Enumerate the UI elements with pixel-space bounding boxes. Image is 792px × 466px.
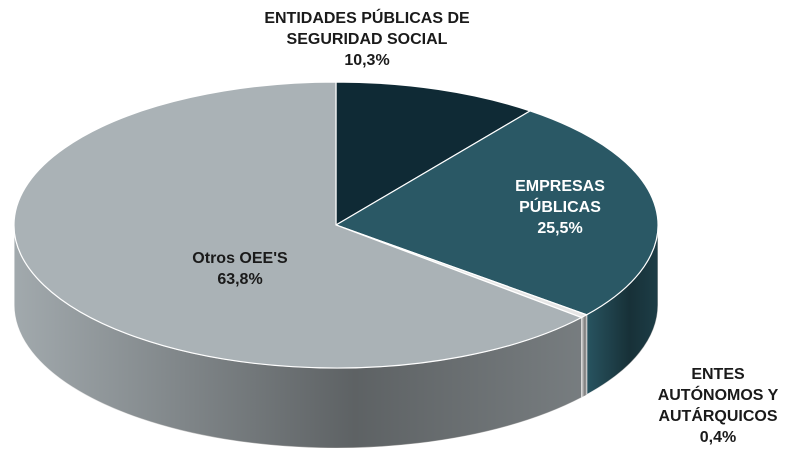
slice <box>13 81 583 369</box>
slice-label: EMPRESAS PÚBLICAS 25,5% <box>495 176 625 239</box>
value-label: 63,8% <box>217 271 263 288</box>
slice-side-shade <box>581 314 587 398</box>
category-label: EMPRESAS PÚBLICAS <box>515 178 605 216</box>
slice-label: ENTIDADES PÚBLICAS DE SEGURIDAD SOCIAL 10… <box>237 8 497 71</box>
slice <box>335 81 532 227</box>
value-label: 10,3% <box>344 52 390 69</box>
slice-label: ENTES AUTÓNOMOS Y AUTÁRQUICOS 0,4% <box>643 364 792 448</box>
value-label: 0,4% <box>699 429 737 446</box>
category-label: ENTES AUTÓNOMOS Y AUTÁRQUICOS <box>657 366 779 425</box>
slice-side-shade <box>14 225 582 448</box>
category-label: Otros OEE'S <box>192 250 288 267</box>
slice-label: Otros OEE'S 63,8% <box>160 248 320 290</box>
value-label: 25,5% <box>537 220 583 237</box>
slice-side-shade <box>586 225 658 395</box>
slice <box>334 110 659 316</box>
category-label: ENTIDADES PÚBLICAS DE SEGURIDAD SOCIAL <box>264 10 470 48</box>
